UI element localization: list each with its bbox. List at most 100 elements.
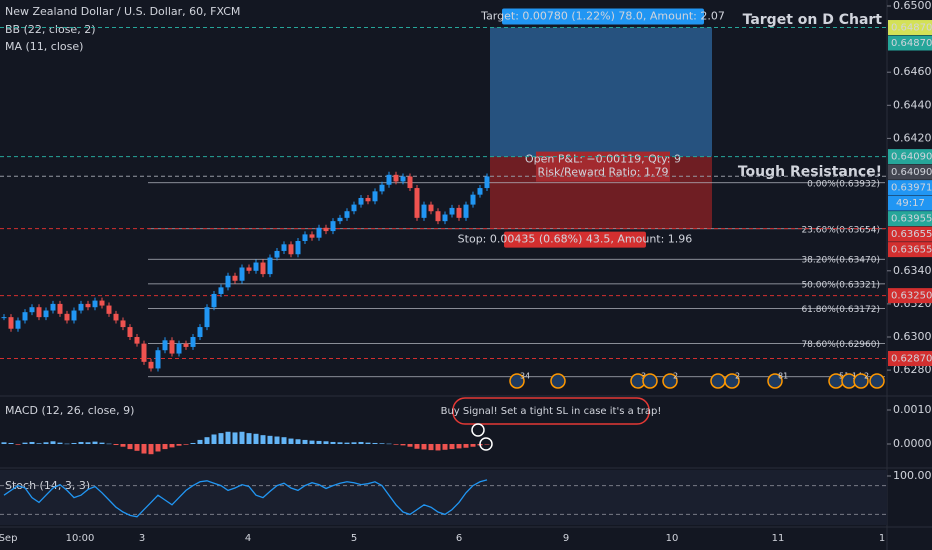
countdown: 49:17 xyxy=(896,198,925,209)
macd-bar xyxy=(260,435,266,444)
candle xyxy=(1,317,7,319)
x-tick-label: 3 xyxy=(139,533,145,544)
price-tag xyxy=(888,149,932,165)
candle xyxy=(8,317,14,329)
candle xyxy=(463,204,469,218)
macd-bar xyxy=(309,440,315,444)
target-label-box xyxy=(502,8,704,25)
candle xyxy=(288,244,294,255)
macd-bar xyxy=(246,433,252,444)
candle xyxy=(141,343,147,362)
stoch-line xyxy=(3,479,488,518)
candle xyxy=(204,307,210,328)
macd-bar xyxy=(99,442,105,444)
candle xyxy=(176,343,182,354)
candle xyxy=(120,320,126,328)
candle xyxy=(470,194,476,205)
price-tag-label: 0.64870 xyxy=(891,38,932,49)
macd-bar xyxy=(134,444,140,451)
macd-bar xyxy=(470,444,476,447)
callout-box xyxy=(452,397,650,425)
macd-bar xyxy=(365,442,371,444)
event-icon[interactable] xyxy=(509,373,525,389)
event-icon[interactable] xyxy=(853,373,869,389)
annotation: Tough Resistance! xyxy=(738,164,882,180)
event-icon[interactable] xyxy=(550,373,566,389)
event-icon[interactable] xyxy=(662,373,678,389)
pnl-label: Open P&L: −0.00119, Qty: 9 xyxy=(525,153,681,166)
macd-bar xyxy=(113,444,119,446)
price-tag xyxy=(888,226,932,242)
macd-bar xyxy=(281,437,287,444)
candle xyxy=(22,312,28,321)
candle xyxy=(162,340,168,351)
price-tag xyxy=(888,242,932,258)
candle xyxy=(456,207,462,218)
event-count: 2 xyxy=(864,372,869,381)
event-icon[interactable] xyxy=(869,373,885,389)
candle xyxy=(92,300,98,308)
macd-bar xyxy=(379,443,385,444)
candle xyxy=(274,250,280,258)
macd-bar xyxy=(169,444,175,448)
macd-bar xyxy=(323,441,329,444)
macd-bar xyxy=(407,444,413,447)
candle xyxy=(85,303,91,308)
fib-label: 78.60%(0.62960) xyxy=(801,340,880,350)
candle xyxy=(414,188,420,218)
x-tick-label: 1 xyxy=(879,533,885,544)
macd-bar xyxy=(148,444,154,455)
x-tick-label: 10:00 xyxy=(66,533,95,544)
macd-bar xyxy=(43,442,49,444)
stop-label: Stop: 0.00435 (0.68%) 43.5, Amount: 1.96 xyxy=(458,233,693,246)
event-icon[interactable] xyxy=(724,373,740,389)
candle xyxy=(477,188,483,195)
event-icon[interactable] xyxy=(642,373,658,389)
candle xyxy=(386,174,392,185)
macd-bar xyxy=(36,443,42,444)
price-tag-label: 0.64090 xyxy=(891,152,932,163)
candle xyxy=(169,340,175,354)
candle xyxy=(148,361,154,369)
candle xyxy=(183,343,189,347)
candle xyxy=(134,337,140,344)
macd-bar xyxy=(1,442,7,444)
candle xyxy=(407,176,413,189)
event-icon[interactable] xyxy=(767,373,783,389)
countdown-box xyxy=(888,195,932,211)
macd-title: MACD (12, 26, close, 9) xyxy=(5,404,134,417)
candle xyxy=(365,197,371,202)
target-zone xyxy=(490,27,712,157)
macd-bar xyxy=(288,438,294,444)
candle xyxy=(267,257,273,275)
macd-bar xyxy=(351,442,357,444)
candle xyxy=(78,303,84,311)
rr-label: Risk/Reward Ratio: 1.79 xyxy=(538,166,669,179)
candle xyxy=(43,310,49,318)
candle xyxy=(351,204,357,212)
candle xyxy=(281,244,287,251)
macd-bar xyxy=(92,441,98,444)
macd-bar xyxy=(372,442,378,444)
macd-bar xyxy=(428,444,434,451)
macd-bar xyxy=(393,444,399,445)
macd-bar xyxy=(295,439,301,444)
macd-bar xyxy=(400,444,406,446)
price-tag xyxy=(888,211,932,227)
price-tag xyxy=(888,180,932,196)
macd-bar xyxy=(316,440,322,444)
macd-bar xyxy=(267,435,273,444)
candle xyxy=(323,227,329,232)
price-tag xyxy=(888,20,932,36)
x-tick-label: 10 xyxy=(666,533,679,544)
macd-bar xyxy=(449,444,455,450)
price-tag-label: 0.64870 xyxy=(891,23,932,34)
price-tag-label: 0.63971 xyxy=(891,183,932,194)
candle xyxy=(113,313,119,321)
macd-bar xyxy=(15,444,21,445)
event-icon[interactable] xyxy=(710,373,726,389)
